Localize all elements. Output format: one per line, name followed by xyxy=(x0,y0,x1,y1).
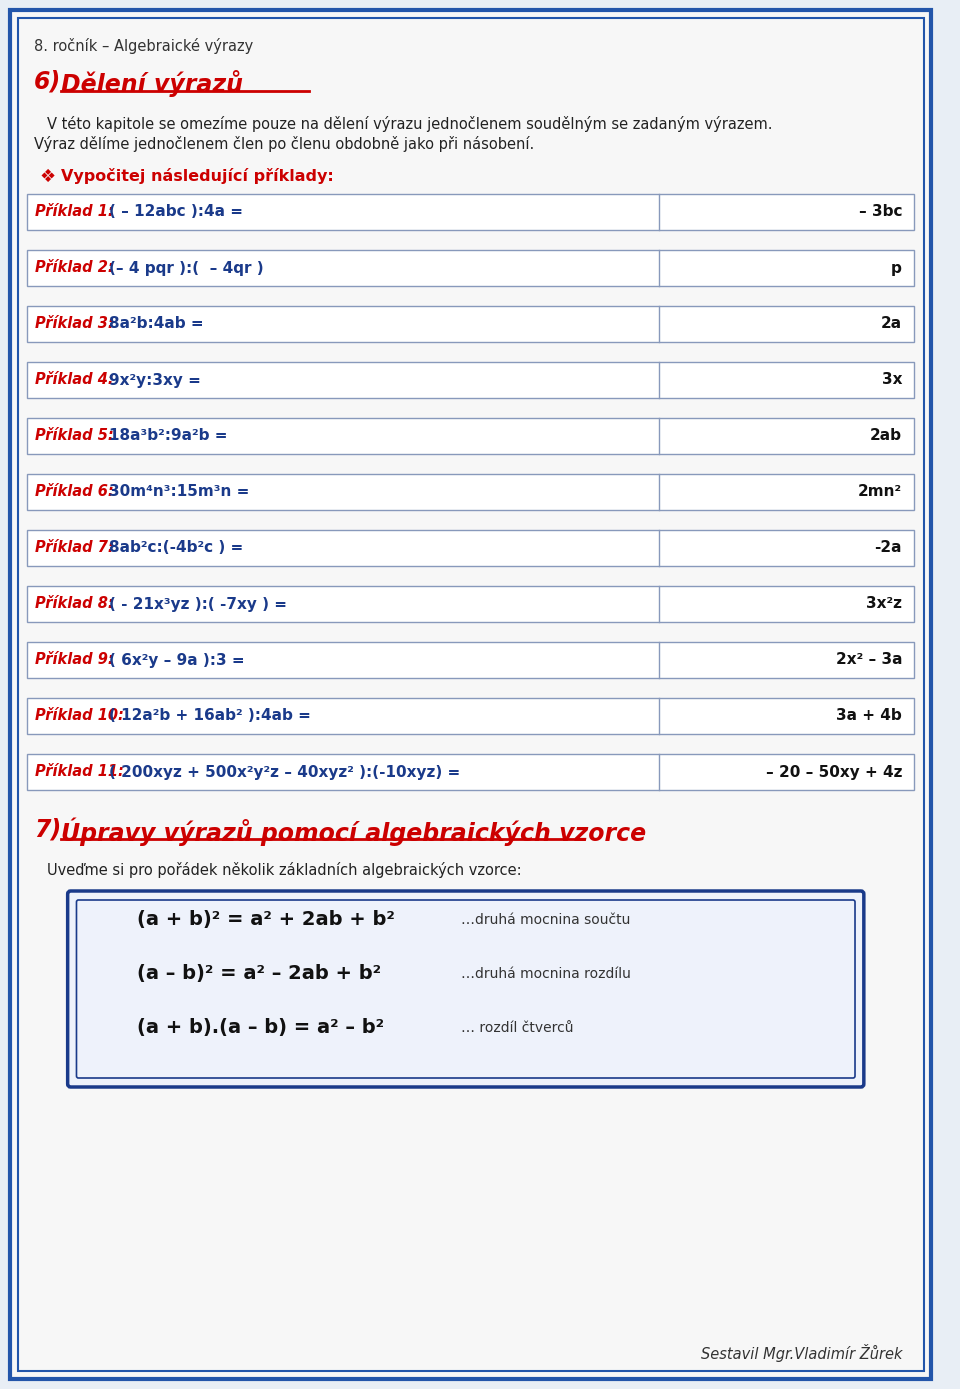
Text: 8ab²c:(-4b²c ) =: 8ab²c:(-4b²c ) = xyxy=(108,540,243,556)
Text: 18a³b²:9a²b =: 18a³b²:9a²b = xyxy=(108,428,228,443)
Text: 8a²b:4ab =: 8a²b:4ab = xyxy=(108,317,204,332)
Bar xyxy=(28,699,914,733)
Text: … rozdíl čtverců: … rozdíl čtverců xyxy=(461,1021,573,1035)
Text: p: p xyxy=(891,261,902,275)
Text: Příklad 7:: Příklad 7: xyxy=(36,540,114,556)
Text: 6): 6) xyxy=(35,69,61,94)
Text: (a + b)² = a² + 2ab + b²: (a + b)² = a² + 2ab + b² xyxy=(137,911,396,929)
Text: ( – 12abc ):4a =: ( – 12abc ):4a = xyxy=(108,204,243,219)
Text: Příklad 5:: Příklad 5: xyxy=(36,428,114,443)
Bar xyxy=(28,586,914,622)
Text: ( 6x²y – 9a ):3 =: ( 6x²y – 9a ):3 = xyxy=(108,653,245,668)
Text: 9x²y:3xy =: 9x²y:3xy = xyxy=(108,372,201,388)
FancyBboxPatch shape xyxy=(67,890,864,1088)
Text: 2x² – 3a: 2x² – 3a xyxy=(835,653,902,668)
Text: – 3bc: – 3bc xyxy=(858,204,902,219)
Text: (a – b)² = a² – 2ab + b²: (a – b)² = a² – 2ab + b² xyxy=(137,964,381,983)
Text: V této kapitole se omezíme pouze na dělení výrazu jednočlenem soudělným se zadan: V této kapitole se omezíme pouze na děle… xyxy=(47,117,773,132)
Text: ( 200xyz + 500x²y²z – 40xyz² ):(-10xyz) =: ( 200xyz + 500x²y²z – 40xyz² ):(-10xyz) … xyxy=(108,764,460,779)
Text: 2a: 2a xyxy=(881,317,902,332)
Text: Úpravy výrazů pomocí algebraických vzorce: Úpravy výrazů pomocí algebraických vzorc… xyxy=(60,818,646,846)
Text: Příklad 9:: Příklad 9: xyxy=(36,653,114,668)
Bar xyxy=(28,418,914,454)
Bar xyxy=(28,250,914,286)
Bar xyxy=(28,754,914,790)
Bar xyxy=(28,194,914,231)
Text: …druhá mocnina rozdílu: …druhá mocnina rozdílu xyxy=(461,967,631,981)
Bar xyxy=(28,642,914,678)
Text: ( 12a²b + 16ab² ):4ab =: ( 12a²b + 16ab² ):4ab = xyxy=(108,708,311,724)
Text: 8. ročník – Algebraické výrazy: 8. ročník – Algebraické výrazy xyxy=(35,38,253,54)
Text: Příklad 11:: Příklad 11: xyxy=(36,764,124,779)
Text: ( - 21x³yz ):( -7xy ) =: ( - 21x³yz ):( -7xy ) = xyxy=(108,596,287,611)
Text: 3x²z: 3x²z xyxy=(866,596,902,611)
Text: 7): 7) xyxy=(35,818,61,842)
Text: – 20 – 50xy + 4z: – 20 – 50xy + 4z xyxy=(765,764,902,779)
Bar xyxy=(28,531,914,565)
Text: 3a + 4b: 3a + 4b xyxy=(836,708,902,724)
Text: ❖: ❖ xyxy=(39,168,56,186)
Text: Dělení výrazů: Dělení výrazů xyxy=(60,69,243,97)
Text: (a + b).(a – b) = a² – b²: (a + b).(a – b) = a² – b² xyxy=(137,1018,384,1038)
Text: Příklad 3:: Příklad 3: xyxy=(36,317,114,332)
Text: Příklad 6:: Příklad 6: xyxy=(36,485,114,500)
Text: 2ab: 2ab xyxy=(870,428,902,443)
Text: Sestavil Mgr.Vladimír Žůrek: Sestavil Mgr.Vladimír Žůrek xyxy=(701,1345,902,1363)
Text: Uveďme si pro pořádek několik základních algebraických vzorce:: Uveďme si pro pořádek několik základních… xyxy=(47,863,521,878)
Text: 30m⁴n³:15m³n =: 30m⁴n³:15m³n = xyxy=(108,485,250,500)
Text: Příklad 10:: Příklad 10: xyxy=(36,708,124,724)
Text: Příklad 8:: Příklad 8: xyxy=(36,596,114,611)
Text: Příklad 2:: Příklad 2: xyxy=(36,261,114,275)
Text: …druhá mocnina součtu: …druhá mocnina součtu xyxy=(461,913,630,926)
Text: -2a: -2a xyxy=(875,540,902,556)
Text: Příklad 4:: Příklad 4: xyxy=(36,372,114,388)
Text: Vypočitej následující příklady:: Vypočitej následující příklady: xyxy=(60,168,333,183)
Text: 2mn²: 2mn² xyxy=(858,485,902,500)
Text: 3x: 3x xyxy=(881,372,902,388)
Text: Příklad 1:: Příklad 1: xyxy=(36,204,114,219)
Text: (– 4 pqr ):(  – 4qr ): (– 4 pqr ):( – 4qr ) xyxy=(108,261,263,275)
Bar xyxy=(28,306,914,342)
Bar xyxy=(28,474,914,510)
Text: Výraz dělíme jednočlenem člen po členu obdobně jako při násobení.: Výraz dělíme jednočlenem člen po členu o… xyxy=(35,136,535,151)
Bar xyxy=(28,363,914,399)
